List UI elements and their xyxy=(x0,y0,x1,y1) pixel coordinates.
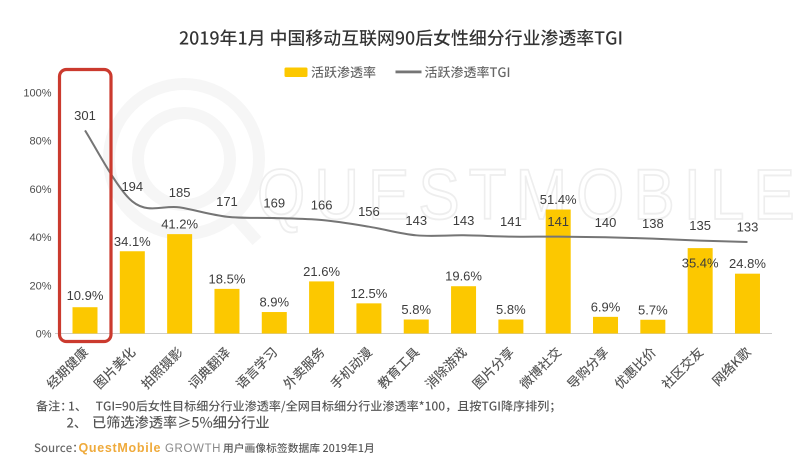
svg-text:143: 143 xyxy=(453,213,475,228)
svg-text:12.5%: 12.5% xyxy=(350,286,387,301)
svg-text:133: 133 xyxy=(737,219,759,234)
svg-text:QuestMobile: QuestMobile xyxy=(79,441,162,455)
svg-text:60%: 60% xyxy=(29,184,51,196)
svg-text:143: 143 xyxy=(405,213,427,228)
svg-text:100%: 100% xyxy=(23,87,51,99)
svg-text:0%: 0% xyxy=(36,329,52,341)
svg-text:GROWTH: GROWTH xyxy=(165,443,221,455)
svg-text:24.8%: 24.8% xyxy=(729,256,766,271)
svg-text:6.9%: 6.9% xyxy=(591,299,621,314)
svg-text:5.8%: 5.8% xyxy=(401,302,431,317)
svg-text:301: 301 xyxy=(74,108,96,123)
svg-text:8.9%: 8.9% xyxy=(259,295,289,310)
svg-text:41.2%: 41.2% xyxy=(161,217,198,232)
svg-text:51.4%: 51.4% xyxy=(540,192,577,207)
svg-text:141: 141 xyxy=(547,214,569,229)
svg-text:156: 156 xyxy=(358,204,380,219)
svg-text:34.1%: 34.1% xyxy=(114,234,151,249)
svg-text:35.4%: 35.4% xyxy=(682,256,719,271)
svg-text:QUESTMOBILE: QUESTMOBILE xyxy=(257,156,800,235)
svg-text:80%: 80% xyxy=(29,136,51,148)
svg-text:20%: 20% xyxy=(29,280,51,292)
svg-text:40%: 40% xyxy=(29,232,51,244)
svg-text:5.7%: 5.7% xyxy=(638,302,668,317)
svg-text:21.6%: 21.6% xyxy=(303,264,340,279)
svg-text:185: 185 xyxy=(169,185,191,200)
svg-text:171: 171 xyxy=(216,194,238,209)
svg-text:169: 169 xyxy=(263,196,285,211)
svg-text:138: 138 xyxy=(642,216,664,231)
svg-text:194: 194 xyxy=(121,179,143,194)
svg-text:135: 135 xyxy=(689,218,711,233)
svg-text:141: 141 xyxy=(500,214,522,229)
svg-text:5.8%: 5.8% xyxy=(496,302,526,317)
svg-text:18.5%: 18.5% xyxy=(209,271,246,286)
svg-text:140: 140 xyxy=(595,215,617,230)
svg-text:19.6%: 19.6% xyxy=(445,269,482,284)
svg-text:10.9%: 10.9% xyxy=(67,288,104,303)
svg-text:166: 166 xyxy=(311,198,333,213)
